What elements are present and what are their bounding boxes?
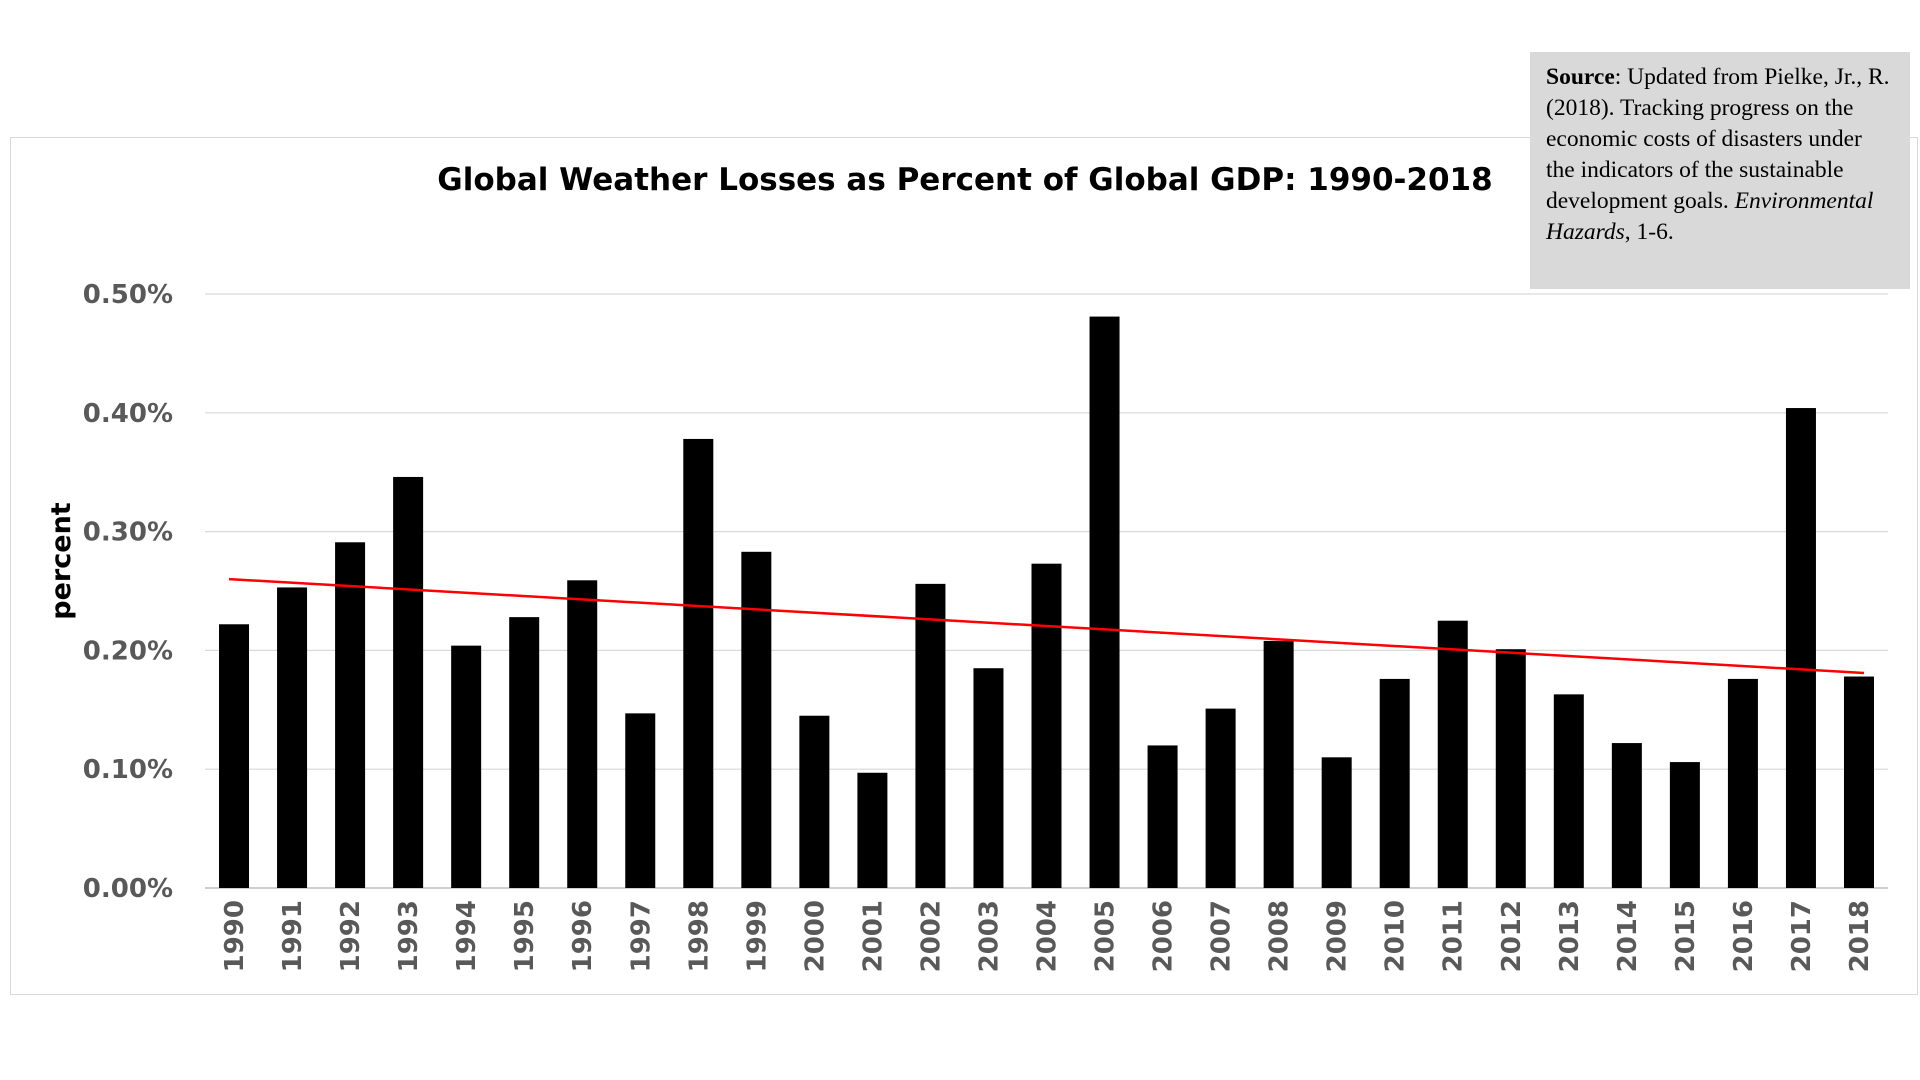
- bar: [1089, 316, 1120, 888]
- chart-title: Global Weather Losses as Percent of Glob…: [437, 162, 1492, 198]
- bar: [335, 542, 366, 888]
- bar: [1495, 649, 1526, 888]
- x-tick-label: 2011: [1439, 900, 1469, 972]
- x-tick-label: 2008: [1265, 900, 1295, 972]
- bar: [1727, 678, 1758, 888]
- bar: [915, 583, 946, 888]
- bar: [393, 476, 424, 888]
- x-tick-label: 1992: [336, 900, 366, 972]
- y-axis-label: percent: [46, 502, 77, 619]
- bar: [799, 715, 830, 888]
- x-tick-label: 1994: [452, 900, 482, 972]
- x-tick-label: 2015: [1671, 900, 1701, 972]
- bar: [857, 772, 888, 888]
- y-tick-label: 0.20%: [83, 636, 173, 666]
- bar: [683, 438, 714, 888]
- bar: [1843, 676, 1874, 888]
- bar: [1031, 563, 1062, 888]
- trendline: [228, 577, 1865, 675]
- bar: [1321, 757, 1352, 888]
- x-tick-label: 2014: [1613, 900, 1643, 972]
- bars: [219, 316, 1874, 888]
- bar: [1379, 678, 1410, 888]
- x-tick-label: 1993: [394, 900, 424, 972]
- bar: [625, 713, 656, 888]
- y-tick-label: 0.10%: [83, 755, 173, 785]
- bar: [567, 580, 598, 888]
- x-tick-label: 2009: [1323, 900, 1353, 972]
- source-note: Source: Updated from Pielke, Jr., R. (20…: [1530, 52, 1910, 289]
- x-tick-label: 2013: [1555, 900, 1585, 972]
- bar: [1611, 743, 1642, 888]
- bar: [219, 624, 250, 888]
- x-tick-label: 1991: [278, 900, 308, 972]
- bar: [1437, 620, 1468, 888]
- x-tick-label: 2017: [1787, 900, 1817, 972]
- source-text-after: , 1-6.: [1624, 219, 1674, 245]
- bar: [451, 645, 482, 888]
- y-tick-label: 0.00%: [83, 874, 173, 904]
- x-tick-label: 1998: [684, 900, 714, 972]
- y-tick-label: 0.30%: [83, 518, 173, 548]
- source-text-before: : Updated from Pielke, Jr., R. (2018). T…: [1546, 64, 1890, 214]
- source-label: Source: [1546, 64, 1615, 90]
- y-tick-label: 0.40%: [83, 399, 173, 429]
- x-tick-label: 1997: [626, 900, 656, 972]
- bar: [1785, 408, 1816, 888]
- x-tick-label: 1996: [568, 900, 598, 972]
- y-axis-ticks: 0.00% 0.10% 0.20% 0.30% 0.40% 0.50%: [83, 280, 173, 904]
- bar: [1263, 640, 1294, 888]
- y-tick-label: 0.50%: [83, 280, 173, 310]
- x-tick-label: 2001: [858, 900, 888, 972]
- bar: [1205, 708, 1236, 888]
- x-tick-label: 2003: [974, 900, 1004, 972]
- x-tick-label: 1995: [510, 900, 540, 972]
- x-tick-label: 1999: [742, 900, 772, 972]
- x-tick-label: 2007: [1207, 900, 1237, 972]
- x-tick-label: 2002: [916, 900, 946, 972]
- source-journal: Environmental Hazards: [1546, 188, 1874, 245]
- x-tick-label: 2018: [1845, 900, 1875, 972]
- bar: [741, 551, 772, 888]
- x-axis-ticks: 1990 1991 1992 1993 1994 1995 1996 1997 1998 1999…: [220, 900, 1875, 972]
- trendline-group: [228, 577, 1865, 675]
- x-tick-label: 2004: [1033, 900, 1063, 972]
- bar: [1669, 762, 1700, 888]
- x-tick-label: 1990: [220, 900, 250, 972]
- bar: [277, 587, 308, 888]
- bar: [1553, 694, 1584, 888]
- bar: [509, 617, 540, 888]
- x-tick-label: 2006: [1149, 900, 1179, 972]
- x-tick-label: 2000: [800, 900, 830, 972]
- bar: [1147, 745, 1178, 888]
- x-tick-label: 2005: [1091, 900, 1121, 972]
- x-tick-label: 2012: [1497, 900, 1527, 972]
- x-tick-label: 2010: [1381, 900, 1411, 972]
- bar: [973, 668, 1004, 888]
- x-tick-label: 2016: [1729, 900, 1759, 972]
